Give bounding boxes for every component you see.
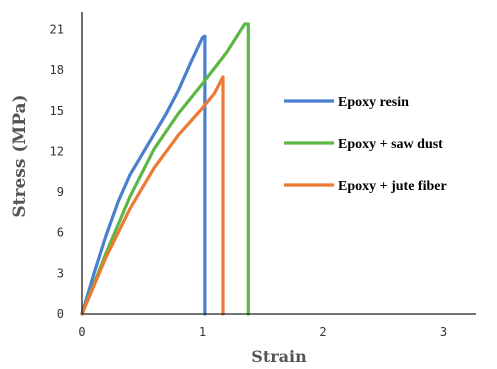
y-tick-label-3: 9 — [57, 185, 64, 199]
legend: Epoxy resin Epoxy + saw dust Epoxy + jute … — [284, 95, 447, 194]
legend-label-1: Epoxy + saw dust — [338, 137, 443, 152]
legend-label-0: Epoxy resin — [338, 95, 409, 110]
y-tick-label-5: 15 — [50, 104, 64, 118]
x-tick-label-1: 1 — [199, 325, 206, 339]
y-tick-label-2: 6 — [57, 226, 64, 240]
x-tick-label-0: 0 — [78, 325, 85, 339]
x-tick-labels: 0 1 2 3 — [78, 325, 447, 339]
y-tick-label-7: 21 — [50, 22, 64, 36]
plot-lines — [80, 22, 250, 316]
series-line-1 — [80, 22, 250, 316]
y-tick-label-4: 12 — [50, 144, 64, 158]
x-tick-label-2: 2 — [319, 325, 326, 339]
x-axis-title: Strain — [251, 347, 307, 366]
y-tick-label-6: 18 — [50, 63, 64, 77]
series-line-0 — [80, 34, 207, 316]
y-axis-title: Stress (MPa) — [10, 94, 30, 217]
legend-label-2: Epoxy + jute fiber — [338, 179, 447, 194]
y-tick-labels: 0 3 6 9 12 15 18 21 — [50, 22, 64, 321]
x-tick-label-3: 3 — [440, 325, 447, 339]
series-line-2 — [80, 75, 225, 316]
y-tick-label-0: 0 — [57, 307, 64, 321]
axes — [81, 12, 476, 315]
y-tick-label-1: 3 — [57, 266, 64, 280]
